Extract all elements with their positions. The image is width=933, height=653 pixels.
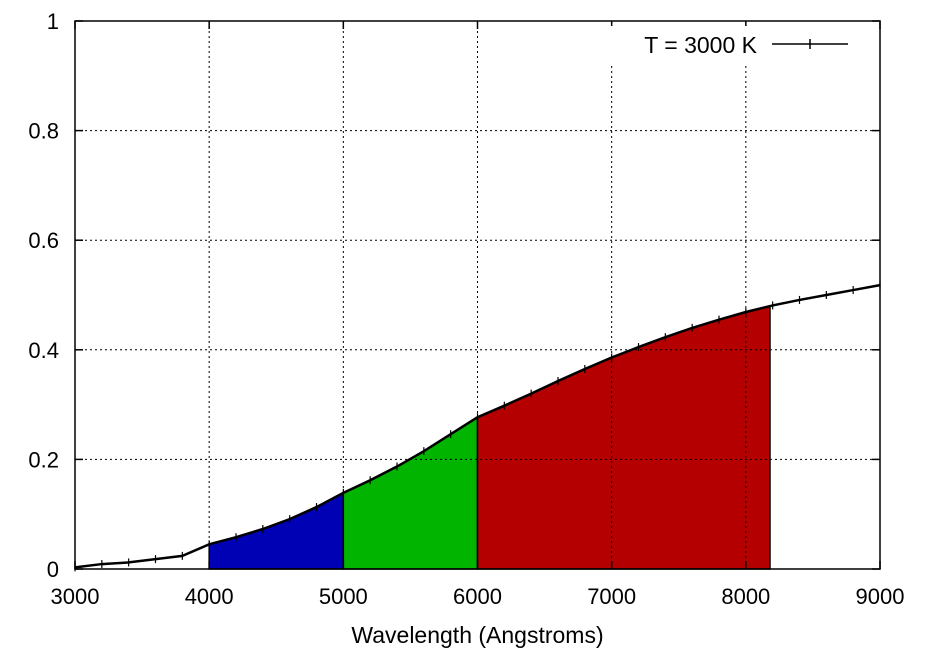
legend-background	[608, 26, 870, 64]
legend-entry-label: T = 3000 K	[644, 32, 757, 58]
y-tick-label: 0.4	[28, 338, 59, 363]
y-tick-label: 0	[47, 557, 59, 582]
x-tick-label: 9000	[856, 584, 905, 609]
x-axis-label: Wavelength (Angstroms)	[351, 622, 603, 648]
band-1	[342, 415, 479, 570]
grid	[75, 21, 880, 569]
y-tick-label: 1	[47, 9, 59, 34]
x-tick-label: 5000	[319, 584, 368, 609]
axis-ticks: 3000 4000 5000 6000 7000 8000 9000 0 0.2 0.4 0.6 0.…	[28, 9, 904, 609]
y-tick-label: 0.2	[28, 447, 59, 472]
legend: T = 3000 K	[608, 26, 870, 64]
y-tick-label: 0.8	[28, 119, 59, 144]
band-2	[476, 305, 771, 570]
shaded-bands	[208, 305, 771, 570]
x-tick-label: 8000	[721, 584, 770, 609]
x-tick-label: 6000	[453, 584, 502, 609]
y-tick-label: 0.6	[28, 228, 59, 253]
x-tick-label: 3000	[51, 584, 100, 609]
x-tick-label: 4000	[185, 584, 234, 609]
x-tick-label: 7000	[587, 584, 636, 609]
